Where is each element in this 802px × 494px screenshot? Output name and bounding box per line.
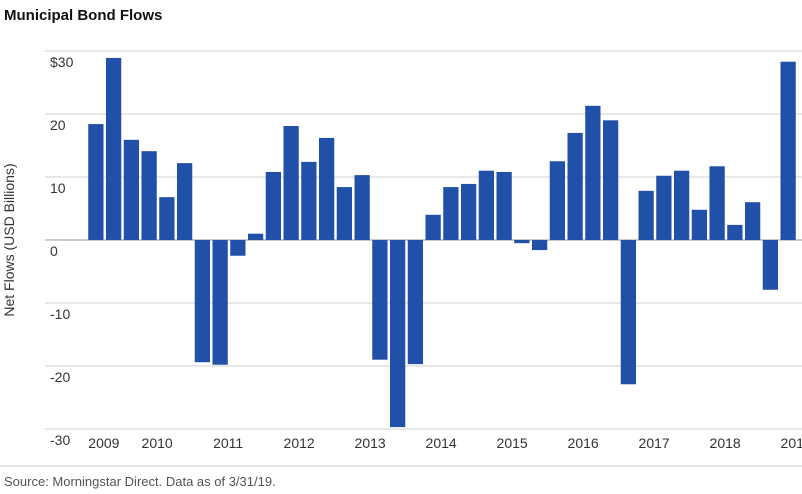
bar <box>673 170 690 240</box>
source: Source: Morningstar Direct. Data as of 3… <box>4 474 276 489</box>
bar <box>105 57 122 241</box>
bar <box>194 240 211 363</box>
bar <box>691 209 708 240</box>
x-tick-label: 2014 <box>426 435 457 451</box>
bar <box>549 161 566 240</box>
bar <box>762 240 779 290</box>
x-tick-label: 2016 <box>568 435 599 451</box>
bar <box>620 240 637 385</box>
x-tick-label: 2018 <box>710 435 741 451</box>
y-tick-label: 0 <box>50 243 58 259</box>
bar <box>656 175 672 240</box>
bar <box>123 139 140 240</box>
y-tick-label: $30 <box>50 54 74 70</box>
y-tick-label: -10 <box>50 306 70 322</box>
bar <box>531 240 548 251</box>
bar <box>407 240 424 365</box>
bar <box>460 183 477 240</box>
x-tick-label: 2019 <box>781 435 802 451</box>
y-tick-label: -30 <box>50 432 70 448</box>
bar <box>709 166 725 240</box>
y-tick-label: 20 <box>50 117 66 133</box>
x-tick-label: 2009 <box>88 435 119 451</box>
bar <box>88 124 104 240</box>
bar <box>372 240 388 360</box>
y-tick-label: 10 <box>50 180 66 196</box>
y-axis-label: Net Flows (USD Billions) <box>1 163 17 316</box>
bar <box>744 202 761 240</box>
bar <box>301 161 317 240</box>
x-tick-label: 2012 <box>284 435 315 451</box>
bar <box>478 170 495 240</box>
x-tick-label: 2015 <box>497 435 528 451</box>
bar <box>514 240 530 244</box>
x-tick-label: 2013 <box>355 435 386 451</box>
bar <box>602 120 619 240</box>
bar <box>443 187 459 240</box>
bar <box>780 61 796 241</box>
bar <box>389 240 406 428</box>
bar <box>425 214 441 240</box>
x-tick-label: 2011 <box>213 435 243 451</box>
bar <box>176 163 193 240</box>
bar <box>141 151 157 240</box>
bar <box>318 137 335 240</box>
x-tick-label: 2017 <box>639 435 670 451</box>
bar <box>567 132 583 240</box>
chart-title: Municipal Bond Flows <box>4 7 162 24</box>
bar <box>354 175 370 240</box>
bar <box>283 125 299 240</box>
bar <box>230 240 246 256</box>
x-tick-label: 2010 <box>142 435 173 451</box>
y-tick-label: -20 <box>50 369 70 385</box>
bar <box>212 240 228 365</box>
bar <box>638 190 654 240</box>
bar <box>159 197 175 240</box>
bar <box>585 105 601 240</box>
bar <box>336 187 353 240</box>
bar <box>496 171 512 240</box>
bar <box>265 171 282 240</box>
bar <box>247 233 264 240</box>
bar <box>727 224 743 240</box>
